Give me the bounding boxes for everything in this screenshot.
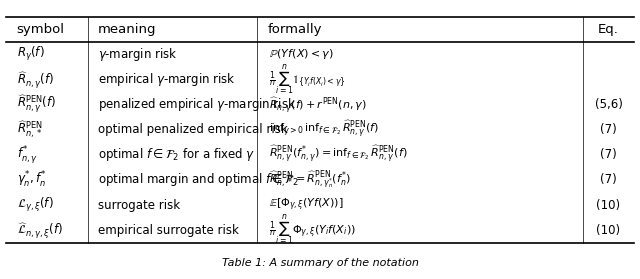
Text: $f^{*}_{n,\gamma}$: $f^{*}_{n,\gamma}$ (17, 144, 37, 166)
Text: $\frac{1}{n}\sum_{i=1}^{n}\mathbb{1}_{\{Y_i f(X_i) < \gamma\}}$: $\frac{1}{n}\sum_{i=1}^{n}\mathbb{1}_{\{… (269, 62, 346, 97)
Text: symbol: symbol (17, 23, 65, 36)
Text: (10): (10) (596, 224, 621, 237)
Text: optimal $f \in \mathcal{F}_2$ for a fixed $\gamma$: optimal $f \in \mathcal{F}_2$ for a fixe… (98, 146, 255, 163)
Text: optimal margin and optimal $f \in \mathcal{F}_2$: optimal margin and optimal $f \in \mathc… (98, 172, 299, 188)
Text: empirical $\gamma$-margin risk: empirical $\gamma$-margin risk (98, 71, 236, 88)
Text: $\widehat{R}^{\mathrm{PEN}}_{n,\gamma}(f^{*}_{n,\gamma}) = \mathrm{inf}_{f \in \: $\widehat{R}^{\mathrm{PEN}}_{n,\gamma}(f… (269, 144, 407, 165)
Text: penalized empirical $\gamma$-margin risk: penalized empirical $\gamma$-margin risk (98, 96, 296, 113)
Text: $\widehat{R}^{\mathrm{PEN}}_{n,*}$: $\widehat{R}^{\mathrm{PEN}}_{n,*}$ (17, 119, 42, 140)
Text: Table 1: A summary of the notation: Table 1: A summary of the notation (221, 258, 419, 268)
Text: empirical surrogate risk: empirical surrogate risk (98, 224, 239, 237)
Text: $\widehat{R}^{\mathrm{PEN}}_{n,*} = \widehat{R}^{\mathrm{PEN}}_{n,\gamma^{*}_{n}: $\widehat{R}^{\mathrm{PEN}}_{n,*} = \wid… (269, 169, 351, 191)
Text: (7): (7) (600, 174, 617, 186)
Text: $\widehat{R}_{n,\gamma}(f) + r^{\mathrm{PEN}}(n,\gamma)$: $\widehat{R}_{n,\gamma}(f) + r^{\mathrm{… (269, 95, 367, 115)
Text: $\mathbb{E}[\Phi_{\gamma,\xi}(Yf(X))]$: $\mathbb{E}[\Phi_{\gamma,\xi}(Yf(X))]$ (269, 197, 344, 213)
Text: (10): (10) (596, 199, 621, 211)
Text: (7): (7) (600, 148, 617, 161)
Text: Eq.: Eq. (598, 23, 619, 36)
Text: formally: formally (268, 23, 322, 36)
Text: $\gamma$-margin risk: $\gamma$-margin risk (98, 46, 177, 63)
Text: $R_{\gamma}(f)$: $R_{\gamma}(f)$ (17, 45, 44, 63)
Text: $\frac{1}{n}\sum_{i=1}^{n}\Phi_{\gamma,\xi}(Y_i f(X_i))$: $\frac{1}{n}\sum_{i=1}^{n}\Phi_{\gamma,\… (269, 213, 356, 247)
Text: optimal penalized empirical risk: optimal penalized empirical risk (98, 123, 288, 136)
Text: meaning: meaning (98, 23, 157, 36)
Text: $\mathcal{L}_{\gamma,\xi}(f)$: $\mathcal{L}_{\gamma,\xi}(f)$ (17, 196, 53, 214)
Text: $\gamma^{*}_{n}, f^{*}_{n}$: $\gamma^{*}_{n}, f^{*}_{n}$ (17, 170, 46, 190)
Text: $\widehat{\mathcal{L}}_{n,\gamma,\xi}(f)$: $\widehat{\mathcal{L}}_{n,\gamma,\xi}(f)… (17, 221, 63, 240)
Text: surrogate risk: surrogate risk (98, 199, 180, 211)
Text: $\widehat{R}_{n,\gamma}(f)$: $\widehat{R}_{n,\gamma}(f)$ (17, 69, 54, 90)
Text: (7): (7) (600, 123, 617, 136)
Text: $\mathrm{inf}_{\gamma>0}\,\mathrm{inf}_{f \in \mathcal{F}_2}\,\widehat{R}^{\math: $\mathrm{inf}_{\gamma>0}\,\mathrm{inf}_{… (269, 119, 379, 140)
Text: (5,6): (5,6) (595, 98, 623, 111)
Text: $\widehat{R}^{\mathrm{PEN}}_{n,\gamma}(f)$: $\widehat{R}^{\mathrm{PEN}}_{n,\gamma}(f… (17, 94, 56, 115)
Text: $\mathbb{P}(Yf(X) < \gamma)$: $\mathbb{P}(Yf(X) < \gamma)$ (269, 47, 333, 61)
